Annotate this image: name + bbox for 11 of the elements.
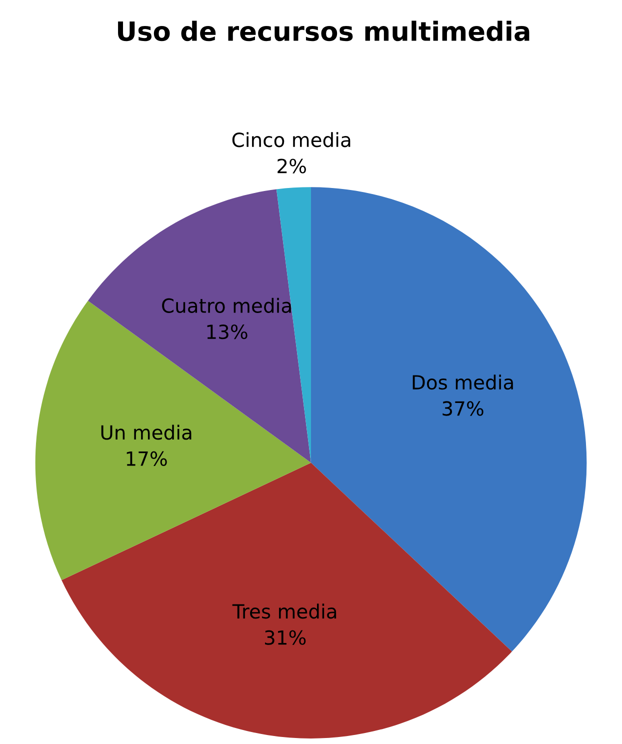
slice-label: Cuatro media bbox=[162, 298, 291, 313]
slice-label: Un media bbox=[101, 424, 192, 440]
slice-label: Cinco media bbox=[232, 132, 350, 148]
data-label: 2% bbox=[278, 158, 306, 174]
slice-label: Tres media bbox=[232, 604, 336, 619]
data-label: 31% bbox=[265, 630, 306, 645]
data-label: 37% bbox=[442, 401, 484, 416]
slice-label: Dos media bbox=[412, 374, 513, 390]
data-label: 13% bbox=[207, 324, 248, 340]
data-label: 17% bbox=[126, 451, 167, 466]
chart-title: Uso de recursos multimedia bbox=[118, 20, 530, 42]
